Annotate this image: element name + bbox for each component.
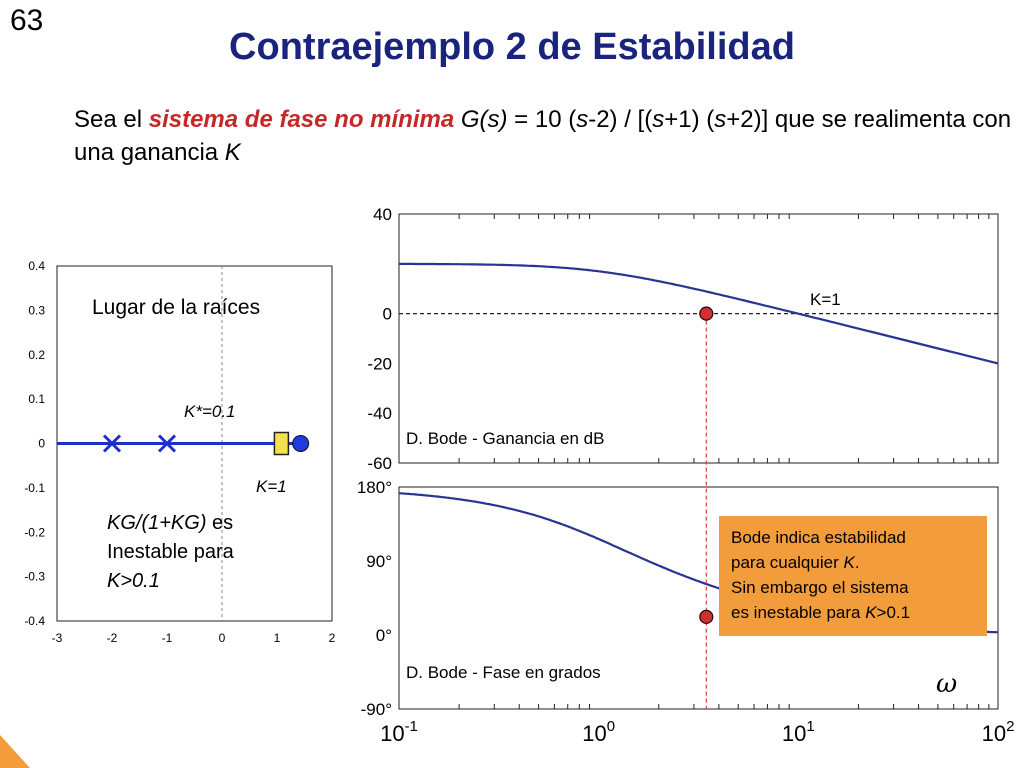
x-tick-label: 102 bbox=[982, 718, 1015, 746]
intro-part: +2)] que se realimenta con una ganancia bbox=[74, 106, 1012, 166]
corner-decoration bbox=[0, 735, 30, 768]
instability-note: KG/(1+KG) es Inestable para K>0.1 bbox=[107, 512, 239, 592]
omega-label: ω bbox=[936, 669, 957, 699]
callout-line: Bode indica estabilidad bbox=[731, 528, 906, 547]
bode-phase-x-ticks: 10-1 100 101 102 bbox=[380, 704, 1014, 746]
y-tick-label: -0.1 bbox=[24, 481, 45, 495]
root-locus-y-ticks: 0.4 0.3 0.2 0.1 0 -0.1 -0.2 -0.3 -0.4 bbox=[24, 259, 45, 628]
callout-box: Bode indica estabilidad para cualquier K… bbox=[719, 516, 987, 636]
callout-k: K bbox=[865, 603, 877, 622]
x-tick-label: -1 bbox=[162, 631, 173, 645]
y-tick-label: 0.4 bbox=[28, 259, 45, 273]
x-tick-label: -3 bbox=[52, 631, 63, 645]
callout-line: para cualquier bbox=[731, 553, 843, 572]
root-locus-x-ticks: -3 -2 -1 0 1 2 bbox=[52, 631, 336, 645]
intro-k: K bbox=[224, 139, 241, 166]
y-tick-label: 90° bbox=[366, 552, 392, 571]
y-tick-label: 40 bbox=[373, 205, 392, 224]
intro-part: Sea el bbox=[74, 106, 149, 133]
y-tick-label: -0.3 bbox=[24, 570, 45, 584]
k1-marker bbox=[292, 435, 310, 452]
note-line3: K>0.1 bbox=[107, 570, 160, 592]
intro-s: s bbox=[576, 106, 589, 133]
y-tick-label: 0.2 bbox=[28, 348, 45, 362]
y-tick-label: -0.4 bbox=[24, 614, 45, 628]
note-italic: KG/(1+KG) bbox=[107, 512, 206, 534]
y-tick-label: 180° bbox=[357, 478, 392, 497]
phase-crossover-marker bbox=[699, 609, 714, 625]
x-tick-label: 2 bbox=[329, 631, 336, 645]
intro-part: = 10 ( bbox=[507, 106, 577, 133]
y-tick-label: -0.2 bbox=[24, 525, 45, 539]
intro-highlight: sistema de fase no mínima bbox=[148, 106, 455, 133]
k1-label-locus: K=1 bbox=[256, 477, 287, 496]
intro-s: s bbox=[652, 106, 665, 133]
callout-line: Sin embargo el sistema bbox=[731, 578, 909, 597]
y-tick-label: -40 bbox=[367, 404, 392, 423]
y-tick-label: 0.3 bbox=[28, 303, 45, 317]
bode-gain-y-ticks: 40 0 -20 -40 -60 bbox=[367, 205, 392, 473]
y-tick-label: 0 bbox=[383, 305, 392, 324]
gain-curve bbox=[399, 262, 999, 365]
x-tick-label: 0 bbox=[219, 631, 226, 645]
root-locus-chart: 0.40.30.20.10-0.1-0.2-0.3-0.4 -3 -2 -1 0 1 2 … bbox=[24, 259, 335, 645]
x-tick-label: 100 bbox=[582, 718, 615, 746]
y-tick-label: -20 bbox=[367, 354, 392, 373]
callout-line: >0.1 bbox=[877, 603, 911, 622]
slide-number: 63 bbox=[10, 4, 44, 37]
callout-line: es inestable para bbox=[731, 603, 865, 622]
intro-text: Sea el sistema de fase no mínima G(s) = … bbox=[74, 103, 1014, 169]
bode-gain-x-ticks bbox=[458, 214, 990, 463]
bode-gain-frame bbox=[398, 213, 999, 464]
slide-title: Contraejemplo 2 de Estabilidad bbox=[229, 26, 795, 68]
pole-marker bbox=[157, 434, 177, 453]
x-tick-label: -2 bbox=[107, 631, 118, 645]
bode-phase-title: D. Bode - Fase en grados bbox=[406, 663, 601, 682]
callout-k: K bbox=[843, 553, 855, 572]
y-tick-label: 0° bbox=[376, 626, 392, 645]
y-tick-label: -90° bbox=[361, 700, 392, 719]
callout-background bbox=[719, 516, 987, 636]
k-star-marker bbox=[273, 431, 290, 456]
x-tick-label: 1 bbox=[274, 631, 281, 645]
root-locus-title: Lugar de la raíces bbox=[92, 296, 260, 319]
x-tick-label: 10-1 bbox=[380, 718, 418, 746]
note-line2: Inestable para bbox=[107, 541, 235, 563]
y-tick-label: 0.1 bbox=[28, 392, 45, 406]
root-locus-poles bbox=[102, 434, 177, 453]
bode-gain-chart: 40 0 -20 -40 -60 D. Bode - Ganancia en dB K=… bbox=[367, 205, 999, 473]
y-tick-label: 0 bbox=[38, 437, 45, 451]
k-star-label: K*=0.1 bbox=[184, 402, 236, 421]
intro-s: s bbox=[714, 106, 727, 133]
intro-gs: G(s) bbox=[460, 106, 508, 133]
callout-line: . bbox=[855, 553, 860, 572]
gain-crossover-marker bbox=[699, 306, 714, 321]
y-tick-label: -60 bbox=[367, 454, 392, 473]
x-tick-label: 101 bbox=[782, 718, 815, 746]
bode-gain-title: D. Bode - Ganancia en dB bbox=[406, 429, 604, 448]
intro-part: -2) / [( bbox=[588, 106, 653, 133]
bode-phase-y-ticks: 180° 90° 0° -90° bbox=[357, 478, 392, 719]
intro-part: +1) ( bbox=[664, 106, 715, 133]
k1-label-bode: K=1 bbox=[810, 290, 841, 309]
pole-marker bbox=[102, 434, 122, 453]
callout-text: Bode indica estabilidad para cualquier K… bbox=[731, 528, 913, 622]
note-rest: es bbox=[206, 512, 233, 534]
